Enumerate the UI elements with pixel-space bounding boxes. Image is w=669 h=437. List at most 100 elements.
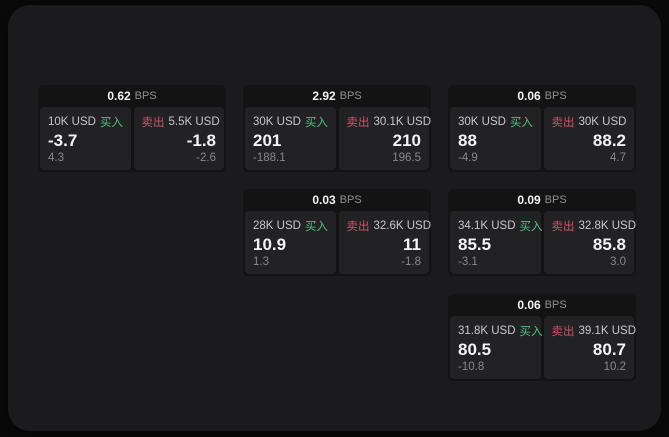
buy-amount: 30K USD	[458, 116, 506, 128]
bps-unit-label: BPS	[544, 299, 567, 311]
sell-amount: 32.6K USD	[373, 220, 432, 232]
sell-panel[interactable]: 卖出 32.8K USD 85.8 3.0	[543, 211, 637, 274]
sell-side-label: 卖出	[551, 117, 575, 129]
sell-top-row: 卖出 32.8K USD	[551, 218, 637, 234]
buy-top-row: 28K USD 买入	[253, 218, 328, 234]
sell-panel[interactable]: 卖出 30K USD 88.2 4.7	[543, 107, 634, 170]
quote-card[interactable]: 0.62 BPS 10K USD 买入 -3.7 4.3 卖出 5.5K USD…	[38, 85, 226, 172]
quote-card[interactable]: 0.06 BPS 30K USD 买入 88 -4.9 卖出 30K USD 8…	[448, 85, 636, 172]
bps-value: 0.06	[517, 298, 541, 312]
sell-side-label: 卖出	[551, 221, 575, 233]
sell-panel[interactable]: 卖出 39.1K USD 80.7 10.2	[543, 316, 637, 379]
sell-side-label: 卖出	[346, 117, 370, 129]
sell-price: 11	[403, 235, 421, 255]
sell-delta: 3.0	[610, 256, 626, 268]
sell-top-row: 卖出 32.6K USD	[346, 218, 432, 234]
buy-amount: 34.1K USD	[458, 220, 516, 232]
sell-panel[interactable]: 卖出 5.5K USD -1.8 -2.6	[133, 107, 224, 170]
bps-value: 0.09	[517, 193, 541, 207]
card-header: 2.92 BPS	[243, 85, 431, 107]
card-header: 0.06 BPS	[448, 85, 636, 107]
buy-price: 80.5	[458, 340, 492, 360]
buy-panel[interactable]: 10K USD 买入 -3.7 4.3	[40, 107, 131, 170]
sell-delta: 4.7	[610, 152, 626, 164]
buy-side-label: 买入	[519, 221, 543, 233]
bps-unit-label: BPS	[339, 194, 362, 206]
buy-delta: 1.3	[253, 256, 269, 268]
sell-side-label: 卖出	[141, 117, 165, 129]
buy-delta: -188.1	[253, 152, 286, 164]
buy-price: 85.5	[458, 235, 492, 255]
sell-side-label: 卖出	[346, 221, 370, 233]
buy-delta: 4.3	[48, 152, 64, 164]
bps-unit-label: BPS	[134, 90, 157, 102]
buy-price: 10.9	[253, 235, 287, 255]
sell-top-row: 卖出 39.1K USD	[551, 323, 637, 339]
buy-amount: 30K USD	[253, 116, 301, 128]
card-header: 0.09 BPS	[448, 189, 636, 211]
buy-top-row: 31.8K USD 买入	[458, 323, 543, 339]
bps-unit-label: BPS	[544, 194, 567, 206]
sell-price: 80.7	[592, 340, 626, 360]
bps-unit-label: BPS	[544, 90, 567, 102]
sell-side-label: 卖出	[551, 326, 575, 338]
buy-amount: 31.8K USD	[458, 325, 516, 337]
bps-value: 0.06	[517, 89, 541, 103]
buy-delta: -3.1	[458, 256, 478, 268]
sell-panel[interactable]: 卖出 30.1K USD 210 196.5	[338, 107, 432, 170]
sell-price: 210	[392, 131, 421, 151]
buy-panel[interactable]: 31.8K USD 买入 80.5 -10.8	[450, 316, 543, 379]
buy-panel[interactable]: 30K USD 买入 201 -188.1	[245, 107, 336, 170]
buy-delta: -10.8	[458, 361, 485, 373]
buy-amount: 10K USD	[48, 116, 96, 128]
buy-side-label: 买入	[519, 326, 543, 338]
sell-price: 85.8	[592, 235, 626, 255]
buy-top-row: 10K USD 买入	[48, 114, 123, 130]
buy-panel[interactable]: 30K USD 买入 88 -4.9	[450, 107, 541, 170]
sell-panel[interactable]: 卖出 32.6K USD 11 -1.8	[338, 211, 432, 274]
sell-top-row: 卖出 30K USD	[552, 114, 627, 130]
sell-top-row: 卖出 5.5K USD	[141, 114, 220, 130]
sell-top-row: 卖出 30.1K USD	[346, 114, 432, 130]
bps-value: 0.62	[107, 89, 131, 103]
sell-amount: 30.1K USD	[373, 116, 432, 128]
buy-side-label: 买入	[99, 117, 123, 129]
buy-sell-panels: 10K USD 买入 -3.7 4.3 卖出 5.5K USD -1.8 -2.…	[40, 107, 224, 170]
sell-delta: 10.2	[603, 361, 626, 373]
buy-sell-panels: 30K USD 买入 88 -4.9 卖出 30K USD 88.2 4.7	[450, 107, 634, 170]
sell-amount: 30K USD	[578, 116, 627, 128]
sell-delta: -1.8	[401, 256, 421, 268]
quote-card[interactable]: 0.06 BPS 31.8K USD 买入 80.5 -10.8 卖出 39.1…	[448, 294, 636, 381]
bps-unit-label: BPS	[339, 90, 362, 102]
buy-price: -3.7	[48, 131, 78, 151]
buy-sell-panels: 30K USD 买入 201 -188.1 卖出 30.1K USD 210 1…	[245, 107, 432, 170]
buy-panel[interactable]: 28K USD 买入 10.9 1.3	[245, 211, 336, 274]
buy-price: 201	[253, 131, 282, 151]
buy-top-row: 30K USD 买入	[458, 114, 533, 130]
sell-amount: 32.8K USD	[578, 220, 637, 232]
card-header: 0.06 BPS	[448, 294, 636, 316]
buy-panel[interactable]: 34.1K USD 买入 85.5 -3.1	[450, 211, 543, 274]
card-header: 0.03 BPS	[243, 189, 431, 211]
buy-side-label: 买入	[304, 117, 328, 129]
buy-top-row: 34.1K USD 买入	[458, 218, 543, 234]
quote-card[interactable]: 2.92 BPS 30K USD 买入 201 -188.1 卖出 30.1K …	[243, 85, 431, 172]
buy-sell-panels: 34.1K USD 买入 85.5 -3.1 卖出 32.8K USD 85.8…	[450, 211, 637, 274]
buy-amount: 28K USD	[253, 220, 301, 232]
buy-sell-panels: 28K USD 买入 10.9 1.3 卖出 32.6K USD 11 -1.8	[245, 211, 432, 274]
sell-delta: -2.6	[196, 152, 216, 164]
bps-value: 2.92	[312, 89, 336, 103]
sell-price: 88.2	[592, 131, 626, 151]
card-header: 0.62 BPS	[38, 85, 226, 107]
quote-card[interactable]: 0.09 BPS 34.1K USD 买入 85.5 -3.1 卖出 32.8K…	[448, 189, 636, 276]
buy-side-label: 买入	[304, 221, 328, 233]
bps-value: 0.03	[312, 193, 336, 207]
quote-card[interactable]: 0.03 BPS 28K USD 买入 10.9 1.3 卖出 32.6K US…	[243, 189, 431, 276]
sell-amount: 39.1K USD	[578, 325, 637, 337]
sell-price: -1.8	[186, 131, 216, 151]
buy-sell-panels: 31.8K USD 买入 80.5 -10.8 卖出 39.1K USD 80.…	[450, 316, 637, 379]
buy-price: 88	[458, 131, 477, 151]
buy-top-row: 30K USD 买入	[253, 114, 328, 130]
